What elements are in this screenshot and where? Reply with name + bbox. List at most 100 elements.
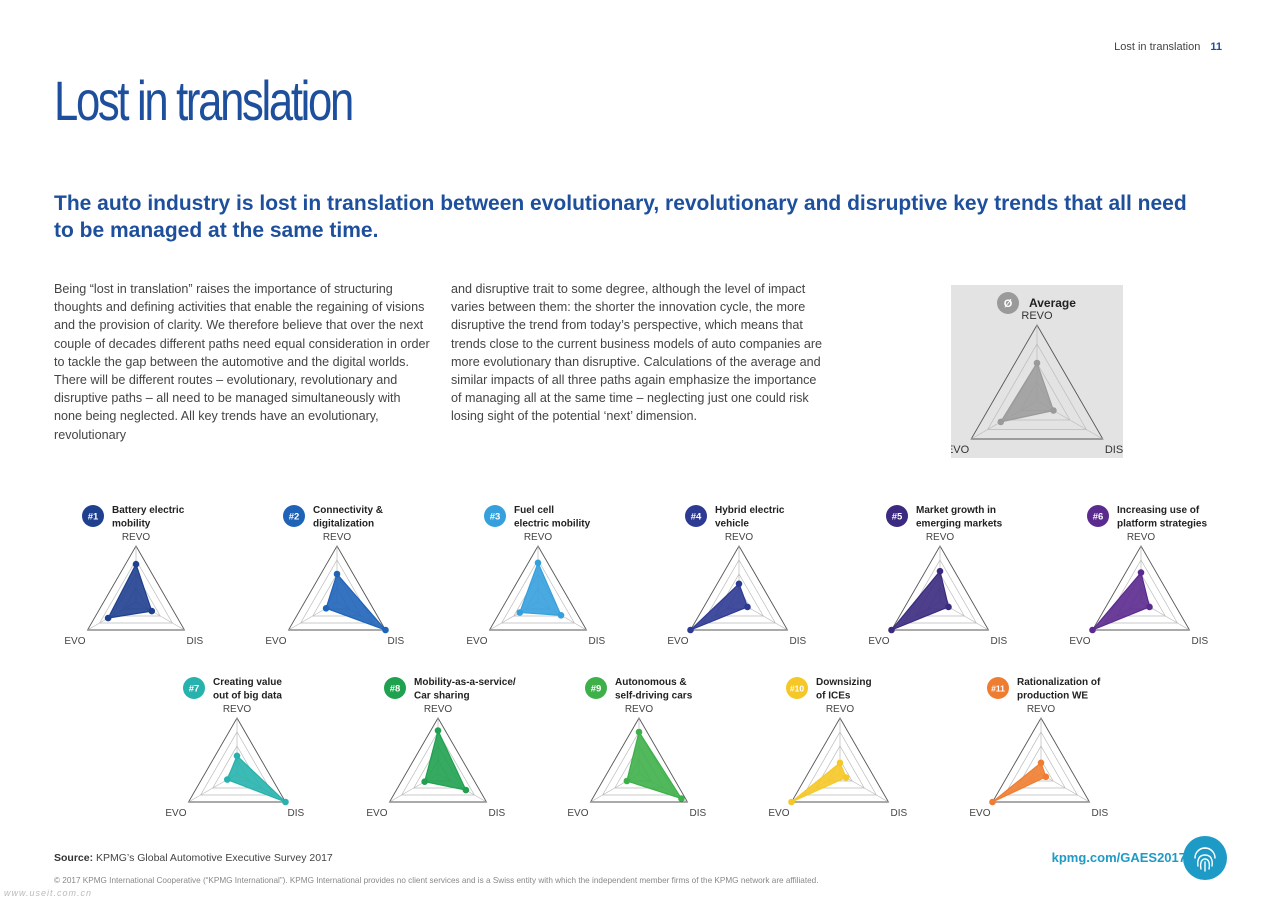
radar-point-dis xyxy=(1146,603,1153,611)
radar-series-area xyxy=(626,730,683,800)
radar-point-evo xyxy=(104,614,112,622)
radar-point-dis xyxy=(557,612,565,619)
radar-series-area xyxy=(992,761,1047,803)
trend-number: #9 xyxy=(591,684,602,695)
radar-point-revo xyxy=(1137,569,1145,576)
radar-chart: REVO DIS EVO xyxy=(165,704,304,819)
watermark: www.useit.com.cn xyxy=(4,888,93,898)
radar-gridline xyxy=(970,324,1104,440)
body-text-column-1: Being “lost in translation” raises the i… xyxy=(54,282,430,442)
radar-chart: REVO DIS EVO xyxy=(667,532,806,647)
trend-label: out of big data xyxy=(213,691,282,702)
radar-point-revo xyxy=(132,560,140,568)
radar-series-area xyxy=(1092,571,1151,631)
radar-point-dis xyxy=(945,603,952,611)
axis-label-dis: DIS xyxy=(990,636,1007,647)
axis-label-dis: DIS xyxy=(890,808,907,819)
radar-series-area xyxy=(423,728,467,791)
radar-point-revo xyxy=(735,580,743,588)
radar-point-revo xyxy=(434,727,442,734)
radar-point-evo xyxy=(516,609,524,616)
radar-gridline xyxy=(99,559,173,624)
axis-label-revo: REVO xyxy=(1021,310,1053,322)
trend-badge xyxy=(384,677,406,699)
radar-gridline xyxy=(300,559,374,624)
radar-gridline xyxy=(388,717,488,803)
axis-label-revo: REVO xyxy=(1127,532,1156,543)
trend-label: Market growth in xyxy=(916,505,996,516)
radar-gridline xyxy=(287,545,387,631)
axis-label-revo: REVO xyxy=(725,532,754,543)
axis-label-dis: DIS xyxy=(186,636,203,647)
radar-point-evo xyxy=(322,605,330,612)
axis-label-evo: EVO xyxy=(366,808,387,819)
radar-point-revo xyxy=(1033,359,1041,367)
axis-label-revo: REVO xyxy=(122,532,151,543)
axis-label-evo: EVO xyxy=(64,636,85,647)
trend-label: Hybrid electric xyxy=(715,505,785,516)
axis-label-revo: REVO xyxy=(1027,704,1056,715)
radar-series-area xyxy=(690,582,749,631)
trend-label: Increasing use of xyxy=(1117,505,1200,516)
source-label: Source: xyxy=(54,852,94,864)
radar-chart: REVO DIS EVO xyxy=(366,704,505,819)
axis-label-evo: EVO xyxy=(265,636,286,647)
trend-number: #11 xyxy=(991,684,1005,694)
trend-chart: #8 Mobility-as-a-service/Car sharing REVO D… xyxy=(366,677,516,819)
radar-point-revo xyxy=(333,570,341,578)
axis-label-revo: REVO xyxy=(926,532,955,543)
trend-number: #8 xyxy=(390,684,401,695)
trend-label: Connectivity & xyxy=(313,505,383,516)
body-text-column-2: and disruptive trait to some degree, alt… xyxy=(451,282,823,424)
radar-gridline xyxy=(589,717,689,803)
axis-label-evo: EVO xyxy=(868,636,889,647)
radar-gridline xyxy=(488,545,588,631)
radar-gridline xyxy=(987,343,1087,430)
radar-point-dis xyxy=(678,795,685,802)
radar-gridline xyxy=(790,717,890,803)
trend-number: #1 xyxy=(88,512,99,523)
radar-point-dis xyxy=(1050,407,1057,414)
trend-badge xyxy=(82,505,104,527)
radar-chart: REVO DIS EVO xyxy=(951,310,1123,456)
radar-point-revo xyxy=(233,752,241,760)
page-number: 11 xyxy=(1210,41,1222,53)
axis-label-revo: REVO xyxy=(223,704,252,715)
trend-badge xyxy=(886,505,908,527)
radar-gridline xyxy=(200,731,274,796)
radar-point-revo xyxy=(1037,759,1045,767)
radar-point-evo xyxy=(623,777,631,785)
radar-point-dis xyxy=(1042,773,1050,781)
radar-point-evo xyxy=(224,776,231,783)
radar-chart: REVO DIS EVO xyxy=(868,532,1007,647)
axis-label-dis: DIS xyxy=(588,636,605,647)
radar-point-revo xyxy=(534,559,542,567)
radar-gridline xyxy=(187,717,287,803)
axis-label-evo: EVO xyxy=(667,636,688,647)
trend-label: Fuel cell xyxy=(514,505,554,516)
radar-chart: REVO DIS EVO xyxy=(64,532,203,647)
trend-chart: #11 Rationalization of production WE REVO DI… xyxy=(969,677,1108,819)
kpmg-link[interactable]: kpmg.com/GAES2017 xyxy=(1051,850,1186,865)
trend-badge xyxy=(183,677,205,699)
trend-label: Mobility-as-a-service/ xyxy=(414,677,516,688)
trend-label: Downsizing xyxy=(816,677,872,688)
radar-gridline xyxy=(991,717,1091,803)
axis-label-evo: EVO xyxy=(1069,636,1090,647)
radar-chart: REVO DIS EVO xyxy=(265,532,404,647)
radar-point-evo xyxy=(1089,626,1096,634)
radar-point-revo xyxy=(836,759,844,767)
radar-point-dis xyxy=(744,603,751,611)
axis-label-evo: EVO xyxy=(567,808,588,819)
trend-label: vehicle xyxy=(715,519,749,530)
source-note: Source: KPMG’s Global Automotive Executi… xyxy=(54,852,333,864)
radar-series-area xyxy=(999,361,1055,423)
trend-label: mobility xyxy=(112,519,151,530)
axis-label-dis: DIS xyxy=(488,808,505,819)
radar-series-area xyxy=(791,761,847,803)
axis-label-dis: DIS xyxy=(287,808,304,819)
trend-label: emerging markets xyxy=(916,519,1003,530)
axis-label-revo: REVO xyxy=(524,532,553,543)
axis-label-evo: EVO xyxy=(165,808,186,819)
